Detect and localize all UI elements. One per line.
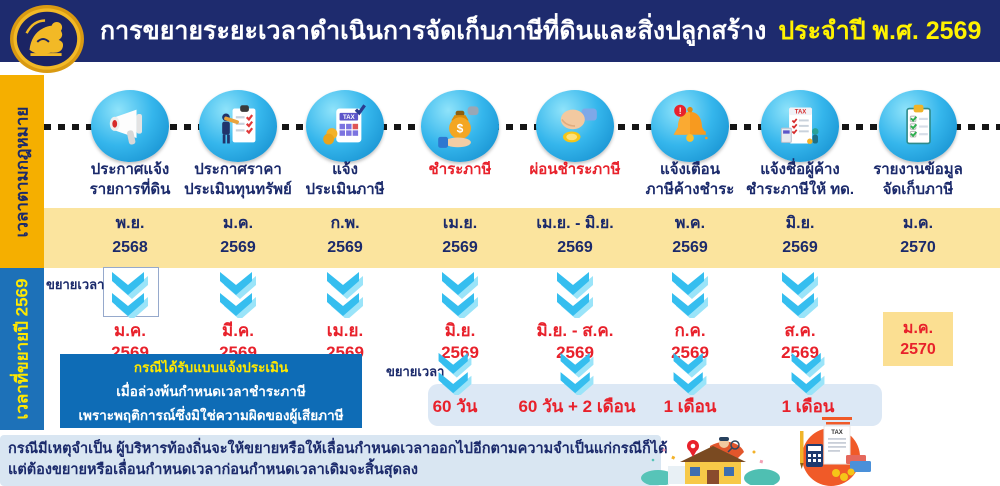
page-title: การขยายระยะเวลาดำเนินการจัดเก็บภาษีที่ดิ…: [100, 0, 981, 62]
step-icon-circle: $: [421, 90, 499, 162]
installment-coin-icon: [560, 108, 597, 143]
duration-label-3: 1 เดือน: [663, 397, 717, 416]
duration-label-4: 1 เดือน: [781, 397, 835, 416]
legal-month: เม.ย. - มิ.ย. 2569: [536, 215, 614, 256]
reminder-bell-icon: !: [673, 104, 708, 142]
legal-month: มิ.ย. 2569: [782, 215, 818, 256]
step-label: แจ้ง ประเมินภาษี: [305, 161, 385, 198]
step-icon-circle: [91, 90, 169, 162]
chevron-down-icon: [552, 270, 598, 318]
chevron-down-icon: [787, 351, 829, 395]
megaphone-icon: [109, 109, 142, 145]
chevron-down-icon: [437, 270, 483, 318]
legal-month: พ.ย. 2568: [112, 215, 148, 256]
svg-text:$: $: [457, 122, 464, 136]
step-icon-circle: [879, 90, 957, 162]
footnote-line-2: แต่ต้องขยายหรือเลื่อนกำหนดเวลาก่อนกำหนดเ…: [8, 462, 419, 478]
footnote-line-1: กรณีมีเหตุจำเป็น ผู้บริหารท้องถิ่นจะให้ข…: [8, 441, 668, 457]
legal-month: ม.ค. 2569: [220, 215, 256, 256]
tax-calculation-illustration: TAX: [800, 417, 871, 486]
extension-row1-label: ขยายเวลา: [46, 277, 105, 292]
svg-text:TAX: TAX: [831, 430, 843, 436]
step-icon-circle: TAX: [761, 90, 839, 162]
legal-month: ม.ค. 2570: [900, 215, 936, 256]
step-icon-circle: !: [651, 90, 729, 162]
legal-month: เม.ย. 2569: [442, 215, 478, 256]
page-title-year: ประจำปี พ.ศ. 2569: [778, 17, 982, 45]
chevron-down-icon: [777, 270, 823, 318]
sidebar-extended-label: เวลาที่ขยายปี 2569: [12, 278, 32, 420]
sidebar-legal-section: เวลาตามกฎหมาย: [0, 75, 44, 268]
pay-tax-icon: $: [438, 106, 479, 148]
timeline-step-7: TAX แจ้งชื่อผู้ค้าง ชำระภาษีให้ ทด. มิ.ย…: [741, 88, 859, 380]
page-title-main: การขยายระยะเวลาดำเนินการจัดเก็บภาษีที่ดิ…: [100, 17, 767, 45]
extended-month: ส.ค. 2569: [781, 321, 819, 362]
step-label: รายงานข้อมูล จัดเก็บภาษี: [873, 161, 963, 198]
step-icon-circle: [199, 90, 277, 162]
timeline-step-2: ประกาศราคา ประเมินทุนทรัพย์ ม.ค. 2569 มี…: [179, 88, 297, 380]
arrears-list-icon: TAX: [780, 107, 819, 144]
header-bar: การขยายระยะเวลาดำเนินการจัดเก็บภาษีที่ดิ…: [0, 0, 1000, 62]
step-icon-circle: [536, 90, 614, 162]
info-line-3: เพราะพฤติการณ์ซึ่งมิใช่ความผิดของผู้เสีย…: [78, 408, 344, 423]
department-emblem-logo: [10, 4, 84, 74]
legal-months-band: [44, 208, 1000, 268]
extended-month-box: ม.ค. 2570: [883, 312, 953, 366]
footnote-box: กรณีมีเหตุจำเป็น ผู้บริหารท้องถิ่นจะให้ข…: [0, 435, 668, 486]
timeline-step-8: รายงานข้อมูล จัดเก็บภาษี ม.ค. 2570 ม.ค. …: [859, 88, 977, 380]
tax-assessment-icon: TAX: [323, 104, 366, 145]
legal-month: พ.ค. 2569: [672, 215, 708, 256]
assessment-notice-info-box: กรณีได้รับแบบแจ้งประเมิน เมื่อล่วงพ้นกำห…: [60, 354, 362, 428]
step-label: แจ้งชื่อผู้ค้าง ชำระภาษีให้ ทด.: [745, 161, 855, 198]
chevron-down-icon: [556, 351, 598, 395]
step-label: ชำระภาษี: [428, 161, 492, 178]
house-inspection-illustration: [641, 437, 780, 485]
chevron-down-icon: [215, 270, 261, 318]
timeline-step-4: $ ชำระภาษี เม.ย. 2569 มิ.ย. 2569: [401, 88, 519, 380]
extension-row2-label: ขยายเวลา: [386, 364, 445, 379]
chevron-down-icon: [669, 351, 711, 395]
timeline-step-6: ! แจ้งเตือน ภาษีค้างชำระ พ.ค. 2569 ก.ค. …: [631, 88, 749, 380]
sidebar-legal-label: เวลาตามกฎหมาย: [12, 106, 32, 237]
svg-text:TAX: TAX: [343, 115, 355, 121]
sidebar-extended-section: เวลาที่ขยายปี 2569: [0, 268, 44, 430]
step-label: ผ่อนชำระภาษี: [529, 161, 621, 178]
appraisal-checklist-icon: [222, 105, 256, 144]
step-label: ประกาศแจ้ง รายการที่ดิน: [89, 161, 171, 198]
step-icon-circle: TAX: [306, 90, 384, 162]
step-label: ประกาศราคา ประเมินทุนทรัพย์: [184, 161, 292, 198]
svg-text:TAX: TAX: [795, 109, 807, 115]
report-clipboard-icon: [906, 104, 931, 145]
step-label: แจ้งเตือน ภาษีค้างชำระ: [645, 161, 735, 198]
svg-text:!: !: [679, 106, 682, 116]
info-line-2: เมื่อล่วงพ้นกำหนดเวลาชำระภาษี: [116, 384, 306, 399]
timeline-step-3: TAX แจ้ง ประเมินภาษี ก.พ. 2569 เม.ย. 256…: [286, 88, 404, 380]
timeline-step-5: ผ่อนชำระภาษี เม.ย. - มิ.ย. 2569 มิ.ย. - …: [516, 88, 634, 380]
chevron-down-icon: [107, 270, 153, 318]
duration-label-1: 60 วัน: [432, 397, 478, 416]
chevron-down-icon: [667, 270, 713, 318]
chevron-down-icon: [434, 351, 476, 395]
duration-label-2: 60 วัน + 2 เดือน: [518, 397, 636, 416]
chevron-down-icon: [322, 270, 368, 318]
timeline-connector: [44, 124, 1000, 130]
legal-month: ก.พ. 2569: [327, 215, 363, 256]
timeline-step-1: ประกาศแจ้ง รายการที่ดิน พ.ย. 2568 ม.ค. 2…: [71, 88, 189, 380]
info-line-1: กรณีได้รับแบบแจ้งประเมิน: [133, 360, 289, 375]
extended-month: มิ.ย. 2569: [441, 321, 479, 362]
